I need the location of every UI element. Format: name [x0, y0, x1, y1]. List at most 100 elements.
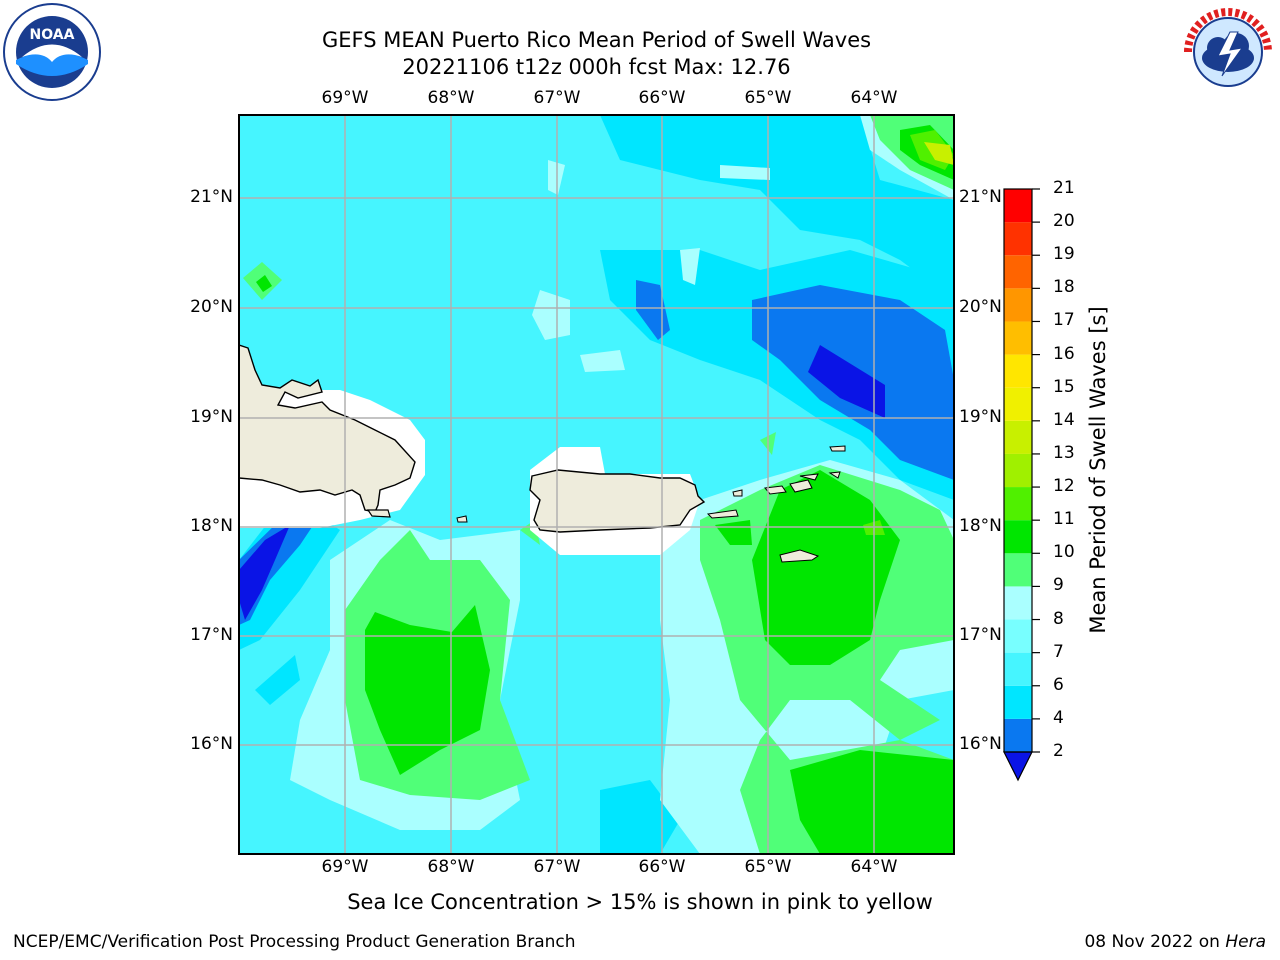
credit-right: 08 Nov 2022 on Hera: [1084, 932, 1266, 952]
colorbar-tick-label: 7: [1053, 641, 1064, 662]
noaa-logo: NOAA: [2, 2, 102, 102]
culebra-island: [732, 489, 743, 497]
field-4-6-north: [600, 115, 954, 300]
colorbar-bin: [1004, 255, 1032, 289]
lon-label-top: 68°W: [427, 88, 475, 108]
tortola-island: [789, 479, 813, 493]
lat-label-left: 18°N: [190, 516, 233, 536]
nws-logo: [1178, 2, 1278, 102]
mona-island: [456, 515, 468, 523]
field-10-11-se: [790, 750, 954, 854]
colorbar-extend-triangle: [1003, 751, 1033, 782]
colorbar-tick-label: 6: [1053, 674, 1064, 695]
colorbar-tick-label: 4: [1053, 707, 1064, 728]
virgin-gorda-island: [799, 473, 819, 481]
field-8-9-patch3: [720, 165, 770, 180]
sea-ice-note: Sea Ice Concentration > 15% is shown in …: [0, 890, 1280, 914]
lat-label-left: 19°N: [190, 407, 233, 427]
colorbar-label: Mean Period of Swell Waves [s]: [1086, 306, 1110, 634]
field-10-11-east: [752, 470, 900, 665]
lon-label-bottom: 64°W: [850, 857, 898, 877]
colorbar-bin: [1004, 520, 1032, 554]
lon-label-top: 66°W: [638, 88, 686, 108]
field-10-11-nw: [256, 275, 272, 292]
colorbar-bin: [1004, 288, 1032, 322]
field-4-6-south: [600, 780, 680, 854]
lat-label-right: 19°N: [959, 407, 1002, 427]
lat-label-left: 17°N: [190, 625, 233, 645]
field-lt2-sw: [239, 525, 290, 620]
colorbar-bin: [1004, 685, 1032, 719]
lat-label-left: 16°N: [190, 734, 233, 754]
colorbar-tick-label: 20: [1053, 211, 1075, 232]
colorbar-bin: [1004, 718, 1032, 752]
lon-label-bottom: 68°W: [427, 857, 475, 877]
colorbar-tick-label: 21: [1053, 178, 1075, 198]
colorbar-bin: [1004, 553, 1032, 587]
lon-label-top: 69°W: [321, 88, 369, 108]
field-4-6-patch: [255, 655, 300, 705]
field-8-9-patch2: [580, 350, 625, 372]
lat-label-left: 21°N: [190, 187, 233, 207]
sombrero-island: [828, 471, 841, 479]
lon-label-top: 65°W: [744, 88, 792, 108]
lat-label-left: 20°N: [190, 297, 233, 317]
lon-label-bottom: 69°W: [321, 857, 369, 877]
colorbar-tick-label: 11: [1053, 509, 1075, 530]
colorbar-bin: [1004, 354, 1032, 388]
lat-label-right: 18°N: [959, 516, 1002, 536]
gridlines: [239, 115, 954, 854]
colorbar-frame: [1003, 188, 1033, 753]
colorbar-bin: [1004, 487, 1032, 521]
colorbar-tick-label: 12: [1053, 476, 1075, 497]
colorbar-tick-label: 18: [1053, 277, 1075, 298]
lat-label-right: 20°N: [959, 297, 1002, 317]
colorbar-tick-label: 15: [1053, 376, 1075, 397]
colorbar-bin: [1004, 420, 1032, 454]
hispaniola-land: [239, 344, 416, 513]
anegada-island: [829, 445, 846, 452]
lat-label-right: 17°N: [959, 625, 1002, 645]
colorbar-bin: [1004, 619, 1032, 653]
colorbar-tick-label: 17: [1053, 310, 1075, 331]
lon-label-bottom: 65°W: [744, 857, 792, 877]
chart-title: GEFS MEAN Puerto Rico Mean Period of Swe…: [321, 28, 872, 52]
field-10-11-west: [365, 605, 490, 775]
colorbar-tick-label: 16: [1053, 343, 1075, 364]
colorbar-bin: [1004, 189, 1032, 223]
field-12-13-ne: [924, 142, 954, 165]
colorbar-bin: [1004, 387, 1032, 421]
lon-label-bottom: 67°W: [533, 857, 581, 877]
vieques-island: [706, 509, 739, 519]
lon-label-bottom: 66°W: [638, 857, 686, 877]
colorbar-tick-label: 14: [1053, 409, 1075, 430]
lat-label-right: 16°N: [959, 734, 1002, 754]
credit-host: Hera: [1225, 932, 1266, 952]
colorbar-tick-label: 2: [1053, 741, 1064, 761]
puerto-rico-land: [529, 469, 706, 533]
colorbar-bin: [1004, 321, 1032, 355]
field-8-9-patch4: [680, 248, 700, 285]
field-lt2-east: [808, 345, 885, 418]
colorbar-bin: [1004, 453, 1032, 488]
credit-date: 08 Nov 2022 on: [1084, 932, 1226, 952]
lat-label-right: 21°N: [959, 187, 1002, 207]
field-2-4-sw: [239, 515, 320, 625]
lon-label-top: 64°W: [850, 88, 898, 108]
credit-left: NCEP/EMC/Verification Post Processing Pr…: [13, 932, 576, 952]
saona-island: [366, 509, 391, 518]
map-frame: [238, 114, 955, 855]
svg-text:NOAA: NOAA: [30, 27, 75, 43]
colorbar-tick-label: 13: [1053, 442, 1075, 463]
lon-label-top: 67°W: [533, 88, 581, 108]
chart-subtitle: 20221106 t12z 000h fcst Max: 12.76: [402, 55, 791, 79]
colorbar-tick-label: 9: [1053, 575, 1064, 596]
colorbar-bin: [1004, 586, 1032, 620]
colorbar-bin: [1004, 222, 1032, 256]
st-croix-island: [779, 549, 820, 563]
colorbar-tick-label: 19: [1053, 244, 1075, 265]
colorbar-tick-label: 10: [1053, 542, 1075, 563]
sea-ice-note-text: Sea Ice Concentration > 15% is shown in …: [347, 890, 933, 914]
colorbar: [1003, 188, 1040, 782]
